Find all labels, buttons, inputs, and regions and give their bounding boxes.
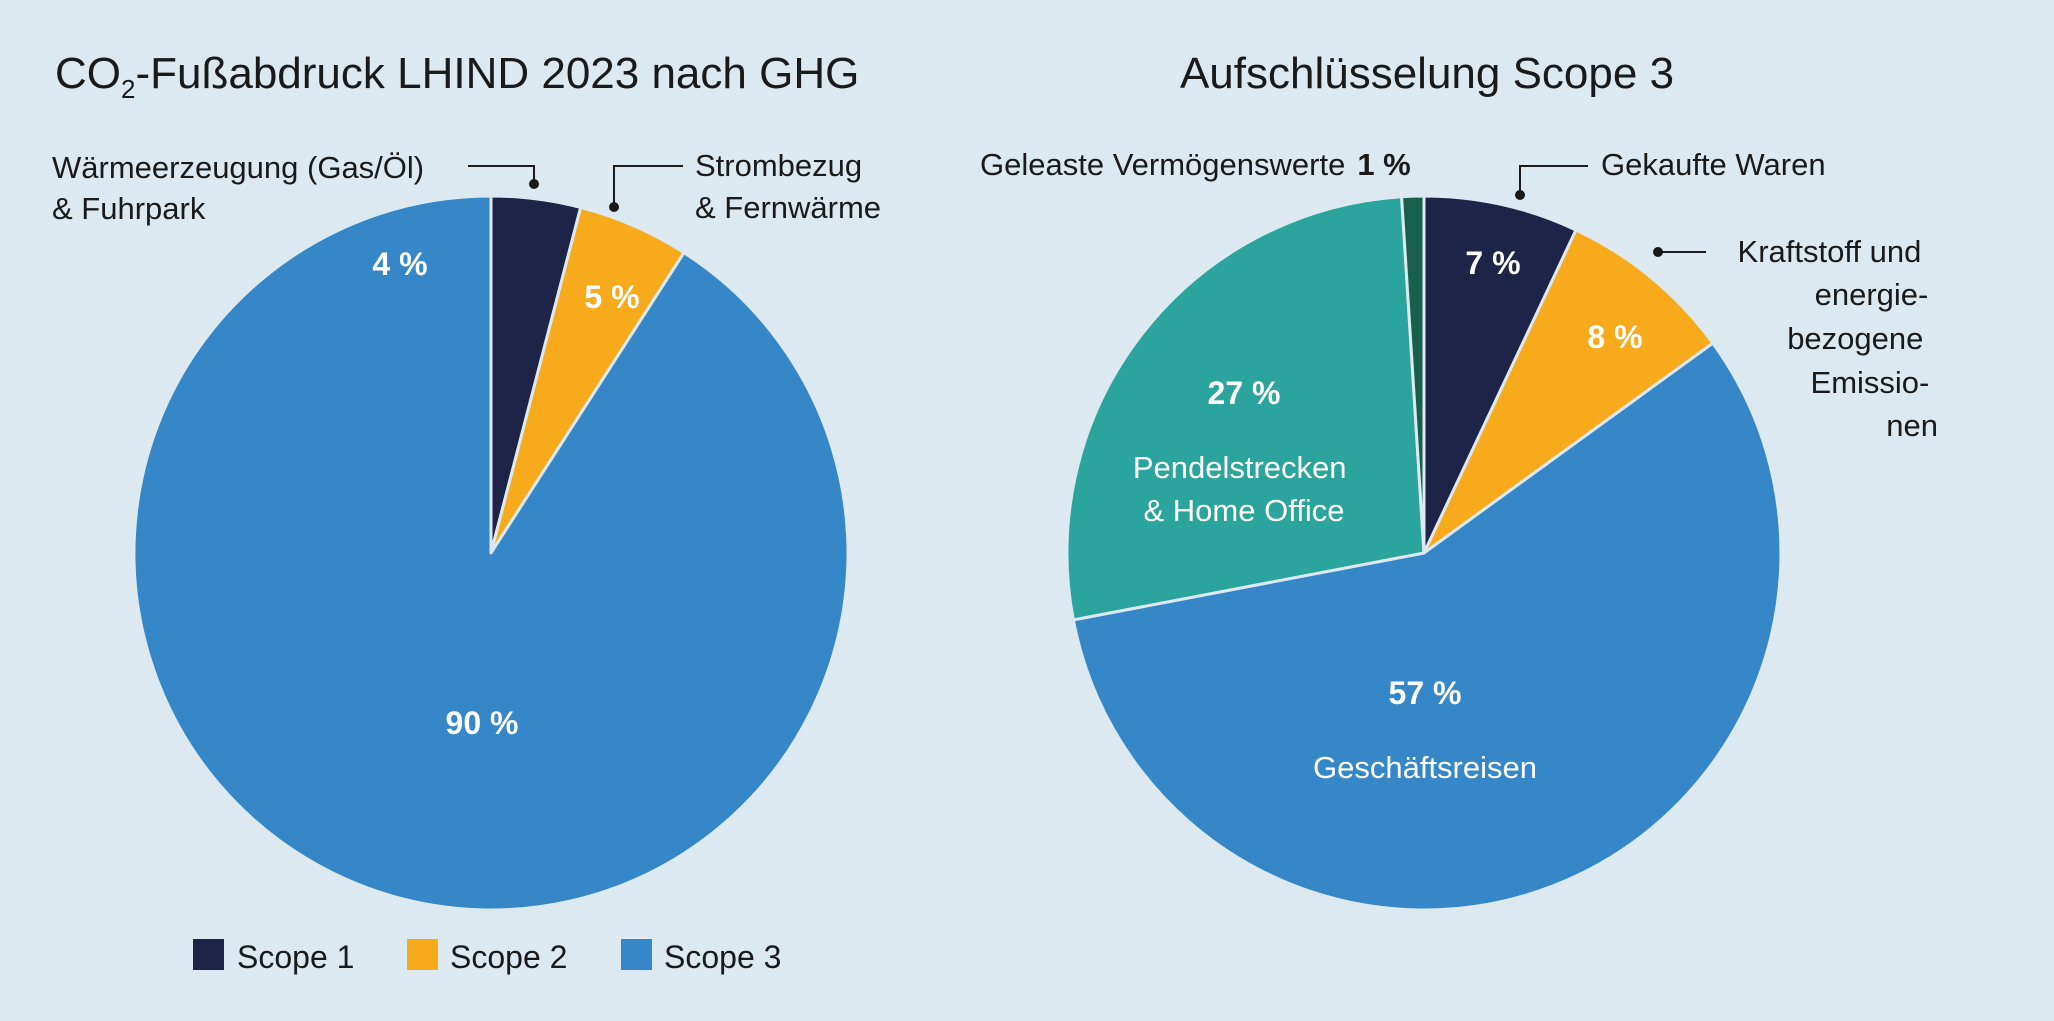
left-callout-scope-1-line-2: & Fuhrpark bbox=[52, 191, 206, 226]
legend: Scope 1 Scope 2 Scope 3 bbox=[193, 939, 781, 975]
left-pie-slice-scope-3 bbox=[132, 194, 850, 912]
left-title-subscript: 2 bbox=[121, 74, 135, 104]
right-value-label-geschaeftsreisen: 57 % bbox=[1389, 675, 1462, 711]
left-chart-title: CO2-Fußabdruck LHIND 2023 nach GHG bbox=[55, 49, 859, 104]
left-pie bbox=[132, 194, 850, 912]
right-callout-geleaste-text: Geleaste Vermögenswerte bbox=[980, 147, 1345, 182]
left-value-label-scope-1: 4 % bbox=[372, 246, 427, 282]
left-callout-scope-2-line-1: Strombezug bbox=[695, 148, 862, 183]
right-callout-gekaufte-waren: Gekaufte Waren bbox=[1601, 147, 1826, 182]
right-callout-geleaste: Geleaste Vermögenswerte 1 % bbox=[980, 147, 1411, 182]
right-pie-slice-geleaste-vermögenswerte bbox=[1400, 194, 1426, 555]
right-callout-kraftstoff-line-4: Emissio- bbox=[1811, 365, 1930, 400]
right-callout-gekaufte-waren-dot bbox=[1515, 190, 1525, 200]
right-inner-label-pendelstrecken-line-2: & Home Office bbox=[1143, 493, 1344, 528]
right-callout-geleaste-value: 1 % bbox=[1357, 147, 1410, 182]
right-callout-gekaufte-waren-leader bbox=[1519, 165, 1588, 192]
left-callout-scope-2-dot bbox=[609, 202, 619, 212]
right-callout-kraftstoff: Kraftstoff und energie- bezogene Emissio… bbox=[1738, 234, 1938, 443]
legend-swatch-scope-3 bbox=[621, 939, 652, 970]
right-pie-slice-geschäftsreisen bbox=[1071, 341, 1783, 912]
left-callout-scope-2-line-2: & Fernwärme bbox=[695, 190, 881, 225]
left-callout-scope-2-leader bbox=[613, 165, 683, 205]
right-pie-slice-pendelstrecken-home-office bbox=[1065, 195, 1426, 622]
right-pie-slice-gekaufte-waren bbox=[1422, 194, 1578, 555]
right-chart: Aufschlüsselung Scope 3 7 % 8 % 27 % 57 … bbox=[980, 49, 1938, 912]
left-value-label-scope-3: 90 % bbox=[446, 705, 519, 741]
right-callout-kraftstoff-line-3: bezogene bbox=[1787, 321, 1923, 356]
left-callout-scope-1-line-1: Wärmeerzeugung (Gas/Öl) bbox=[52, 150, 424, 185]
legend-swatch-scope-2 bbox=[407, 939, 438, 970]
right-inner-label-pendelstrecken-line-1: Pendelstrecken bbox=[1133, 450, 1347, 485]
left-chart: CO2-Fußabdruck LHIND 2023 nach GHG 4 % 5… bbox=[52, 49, 881, 975]
right-callout-kraftstoff-line-2: energie- bbox=[1815, 277, 1929, 312]
right-inner-label-pendelstrecken: Pendelstrecken & Home Office bbox=[1133, 450, 1355, 528]
right-value-label-pendelstrecken: 27 % bbox=[1208, 375, 1281, 411]
right-pie bbox=[1065, 194, 1783, 912]
left-title-prefix: CO bbox=[55, 49, 121, 98]
legend-label-scope-1: Scope 1 bbox=[237, 939, 354, 975]
right-value-label-kraftstoff: 8 % bbox=[1587, 319, 1642, 355]
left-title-suffix: -Fußabdruck LHIND 2023 nach GHG bbox=[135, 49, 859, 98]
legend-label-scope-2: Scope 2 bbox=[450, 939, 567, 975]
right-pie-slice-kraftstoff-und-energiebezogene-emissionen bbox=[1422, 228, 1715, 555]
right-callout-kraftstoff-line-1: Kraftstoff und bbox=[1738, 234, 1922, 269]
right-chart-title: Aufschlüsselung Scope 3 bbox=[1180, 49, 1674, 98]
left-callout-scope-1-leader bbox=[468, 165, 535, 182]
left-callout-scope-2: Strombezug & Fernwärme bbox=[695, 148, 881, 225]
left-callout-scope-1-dot bbox=[529, 179, 539, 189]
legend-label-scope-3: Scope 3 bbox=[664, 939, 781, 975]
right-callout-kraftstoff-dot bbox=[1653, 247, 1663, 257]
right-callout-kraftstoff-line-5: nen bbox=[1886, 408, 1938, 443]
legend-swatch-scope-1 bbox=[193, 939, 224, 970]
left-value-label-scope-2: 5 % bbox=[584, 279, 639, 315]
left-callout-scope-1: Wärmeerzeugung (Gas/Öl) & Fuhrpark bbox=[52, 150, 433, 226]
right-inner-label-geschaeftsreisen: Geschäftsreisen bbox=[1313, 750, 1537, 785]
right-value-label-gekaufte-waren: 7 % bbox=[1465, 245, 1520, 281]
